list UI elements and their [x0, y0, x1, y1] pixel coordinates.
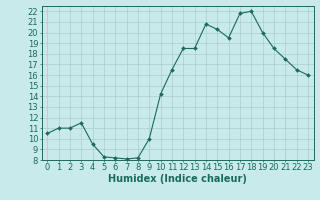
- X-axis label: Humidex (Indice chaleur): Humidex (Indice chaleur): [108, 174, 247, 184]
